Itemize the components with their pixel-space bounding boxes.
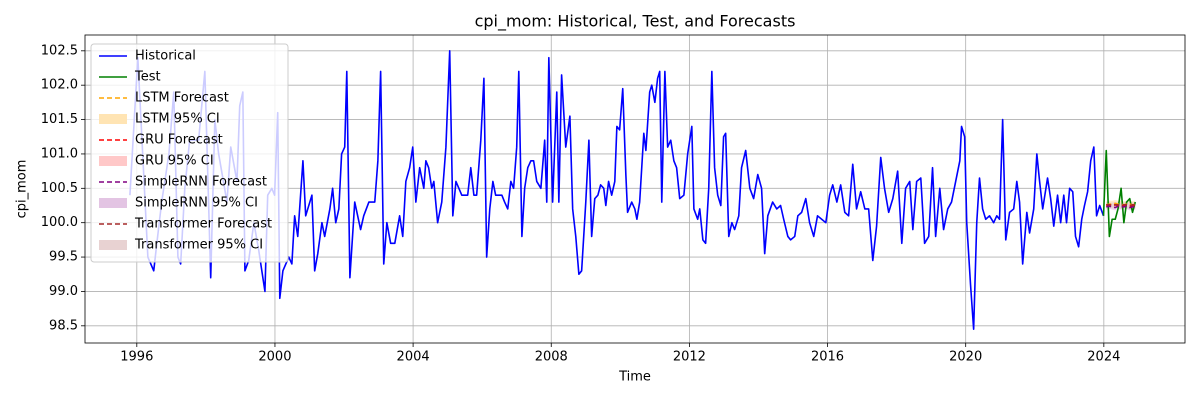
- legend-label: SimpleRNN Forecast: [135, 175, 267, 190]
- y-tick-label: 99.5: [49, 250, 78, 265]
- y-tick-label: 102.5: [41, 43, 78, 58]
- y-tick-label: 102.0: [41, 78, 78, 93]
- chart-title: cpi_mom: Historical, Test, and Forecasts: [475, 12, 796, 32]
- x-tick-label: 2004: [397, 350, 430, 365]
- plot-area: [129, 50, 1137, 331]
- y-tick-label: 99.0: [49, 284, 78, 299]
- legend-label: SimpleRNN 95% CI: [135, 196, 258, 211]
- legend-label: Transformer 95% CI: [134, 238, 263, 253]
- legend-label: LSTM 95% CI: [135, 112, 220, 127]
- x-tick-label: 2000: [258, 350, 291, 365]
- y-tick-label: 101.5: [41, 112, 78, 127]
- y-axis-label: cpi_mom: [15, 160, 30, 219]
- legend-swatch: [99, 240, 127, 250]
- legend-label: Test: [134, 70, 161, 85]
- y-tick-label: 100.5: [41, 181, 78, 196]
- legend-swatch: [99, 156, 127, 166]
- legend-swatch: [99, 198, 127, 208]
- series-line: [1106, 202, 1136, 206]
- legend-box: [90, 43, 289, 263]
- series-line: [129, 50, 1105, 331]
- y-tick-label: 98.5: [49, 318, 78, 333]
- legend-label: GRU 95% CI: [135, 154, 214, 169]
- x-tick-label: 1996: [120, 350, 153, 365]
- x-tick-label: 2024: [1087, 350, 1120, 365]
- x-axis-label: Time: [618, 370, 651, 385]
- confidence-band: [1106, 202, 1136, 209]
- x-tick-label: 2008: [535, 350, 568, 365]
- legend-label: LSTM Forecast: [135, 91, 229, 106]
- series-line: [1106, 204, 1136, 207]
- legend-label: Transformer Forecast: [134, 217, 272, 232]
- legend-swatch: [99, 114, 127, 124]
- legend-label: GRU Forecast: [135, 133, 223, 148]
- y-tick-label: 101.0: [41, 146, 78, 161]
- legend-label: Historical: [135, 49, 196, 64]
- x-tick-label: 2016: [811, 350, 844, 365]
- y-tick-label: 100.0: [41, 215, 78, 230]
- series-line: [1102, 149, 1137, 238]
- x-tick-label: 2020: [949, 350, 982, 365]
- series-line: [1106, 205, 1136, 209]
- x-tick-label: 2012: [673, 350, 706, 365]
- plot-frame: [84, 34, 1186, 344]
